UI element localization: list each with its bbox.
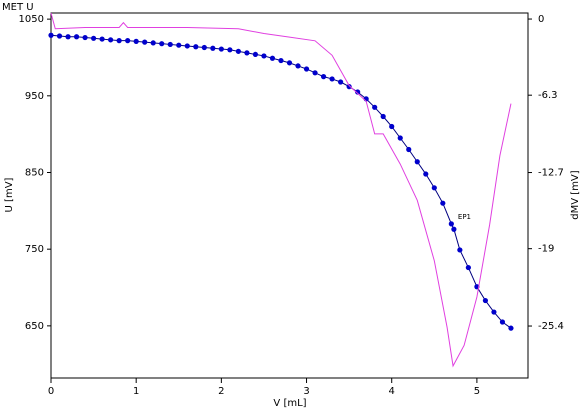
data-point — [465, 264, 471, 271]
plot-frame — [50, 12, 529, 379]
data-point — [201, 44, 207, 51]
data-point — [440, 200, 446, 206]
y-axis-label: U [mV] — [4, 177, 15, 212]
data-point — [451, 226, 457, 232]
x-tick-label: 5 — [474, 386, 480, 397]
data-point — [142, 39, 148, 45]
data-point — [133, 38, 139, 44]
x-tick-label: 4 — [389, 386, 395, 397]
data-point — [448, 221, 454, 227]
data-point — [320, 74, 327, 80]
data-point — [176, 42, 182, 48]
y-tick-label: 1050 — [19, 14, 44, 25]
data-point — [269, 55, 276, 61]
data-point — [457, 247, 463, 253]
y-tick-label: 650 — [25, 321, 44, 332]
data-point — [286, 60, 293, 66]
data-point — [278, 57, 284, 64]
data-point — [125, 38, 131, 44]
data-point — [73, 34, 80, 40]
data-point — [389, 123, 395, 130]
data-point — [235, 48, 241, 54]
y2-tick-label: 0 — [538, 14, 544, 25]
x-tick-label: 0 — [48, 386, 54, 397]
data-point — [295, 63, 301, 69]
annotation: EP1 — [458, 213, 471, 221]
y2-tick-label: -6.3 — [538, 90, 558, 101]
data-point — [159, 41, 165, 47]
data-point — [210, 45, 216, 51]
data-point — [431, 185, 437, 191]
data-point — [184, 43, 190, 49]
data-point — [303, 66, 310, 72]
data-point — [150, 40, 156, 46]
data-point — [227, 47, 233, 53]
y-tick-label: 750 — [25, 244, 44, 255]
data-point — [99, 36, 105, 42]
y-tick-label: 850 — [25, 167, 44, 178]
x-tick-label: 1 — [133, 386, 139, 397]
series-line — [50, 12, 512, 368]
data-point — [338, 79, 344, 85]
data-point — [252, 51, 259, 58]
y2-tick-label: -25.4 — [538, 321, 564, 332]
x-axis-label: V [mL] — [273, 398, 306, 409]
data-point — [482, 297, 489, 304]
y2-tick-label: -12.7 — [538, 168, 564, 179]
data-point — [414, 159, 420, 165]
data-point — [48, 32, 54, 38]
data-point — [65, 34, 71, 40]
data-point — [372, 104, 378, 110]
data-point — [499, 319, 506, 325]
data-point — [397, 135, 403, 141]
data-point — [167, 41, 173, 48]
data-point — [90, 35, 97, 41]
x-tick-label: 2 — [218, 386, 224, 397]
series-line — [50, 34, 512, 329]
data-point — [355, 89, 361, 95]
data-point — [312, 70, 318, 76]
y2-axis-label: dMV [mV] — [570, 170, 581, 219]
data-point — [261, 53, 267, 59]
x-tick-label: 3 — [303, 386, 309, 397]
chart-title: MET U — [2, 2, 34, 13]
data-point — [346, 84, 352, 90]
y2-tick-label: -19 — [538, 244, 554, 255]
data-point — [508, 325, 514, 331]
data-point — [193, 44, 199, 50]
data-point — [108, 37, 114, 43]
data-point — [116, 38, 122, 44]
y-tick-label: 950 — [25, 91, 44, 102]
data-point — [329, 76, 335, 82]
data-point — [82, 34, 88, 41]
data-point — [491, 309, 497, 315]
data-point — [423, 171, 429, 177]
data-point — [218, 46, 224, 52]
data-point — [244, 50, 250, 56]
data-point — [56, 33, 63, 39]
data-point — [406, 146, 412, 153]
data-point — [380, 113, 386, 120]
